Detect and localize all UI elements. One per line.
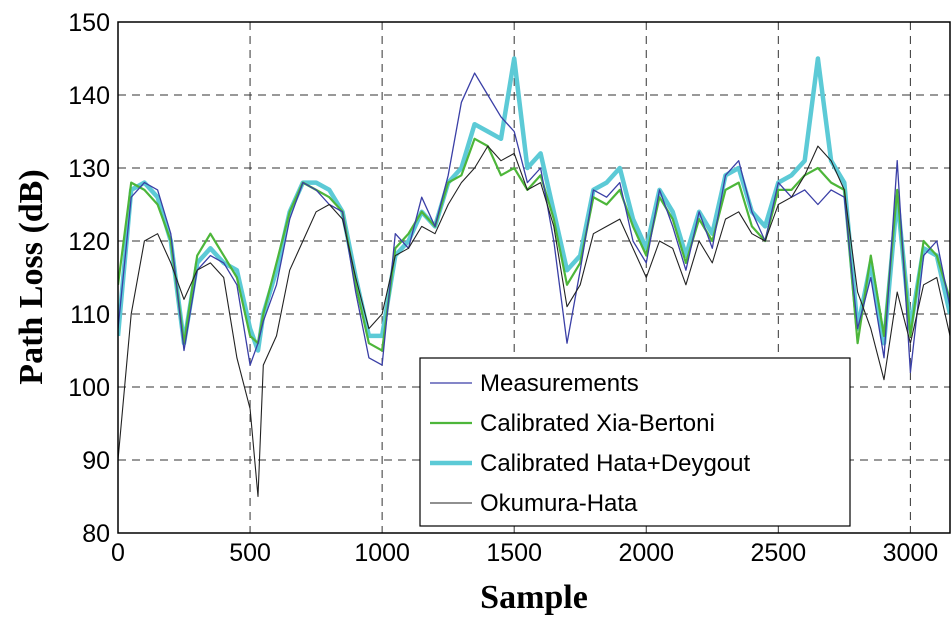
legend-label: Calibrated Hata+Deygout xyxy=(480,450,750,477)
legend-label: Measurements xyxy=(480,370,639,397)
x-tick-label: 500 xyxy=(229,539,271,567)
series-line xyxy=(118,56,950,353)
series-line xyxy=(118,72,950,374)
x-tick-label: 1500 xyxy=(486,539,542,567)
y-tick-labels: 80 90 100 110 120 130 140 150 xyxy=(68,9,110,548)
x-tick-label: 1000 xyxy=(354,539,410,567)
legend: Measurements Calibrated Xia-Bertoni Calibr… xyxy=(419,357,851,527)
y-axis-title: Path Loss (dB) xyxy=(13,169,50,384)
y-tick-label: 90 xyxy=(82,447,110,475)
x-axis-title: Sample xyxy=(480,579,588,616)
y-tick-label: 150 xyxy=(68,9,110,37)
x-tick-labels: 0 500 1000 1500 2000 2500 3000 xyxy=(111,539,938,567)
y-tick-label: 100 xyxy=(68,374,110,402)
y-tick-label: 80 xyxy=(82,520,110,548)
legend-label: Okumura-Hata xyxy=(480,490,638,517)
legend-box xyxy=(419,357,851,527)
series-layer xyxy=(118,56,950,498)
x-tick-label: 2000 xyxy=(618,539,674,567)
x-tick-label: 3000 xyxy=(883,539,939,567)
legend-label: Calibrated Xia-Bertoni xyxy=(480,410,715,437)
plot-frame xyxy=(117,21,951,534)
y-tick-label: 130 xyxy=(68,155,110,183)
series-line xyxy=(118,145,950,498)
y-tick-label: 120 xyxy=(68,228,110,256)
x-tick-label: 0 xyxy=(111,539,125,567)
y-tick-label: 110 xyxy=(70,301,110,329)
y-tick-label: 140 xyxy=(68,82,110,110)
x-tick-label: 2500 xyxy=(751,539,807,567)
